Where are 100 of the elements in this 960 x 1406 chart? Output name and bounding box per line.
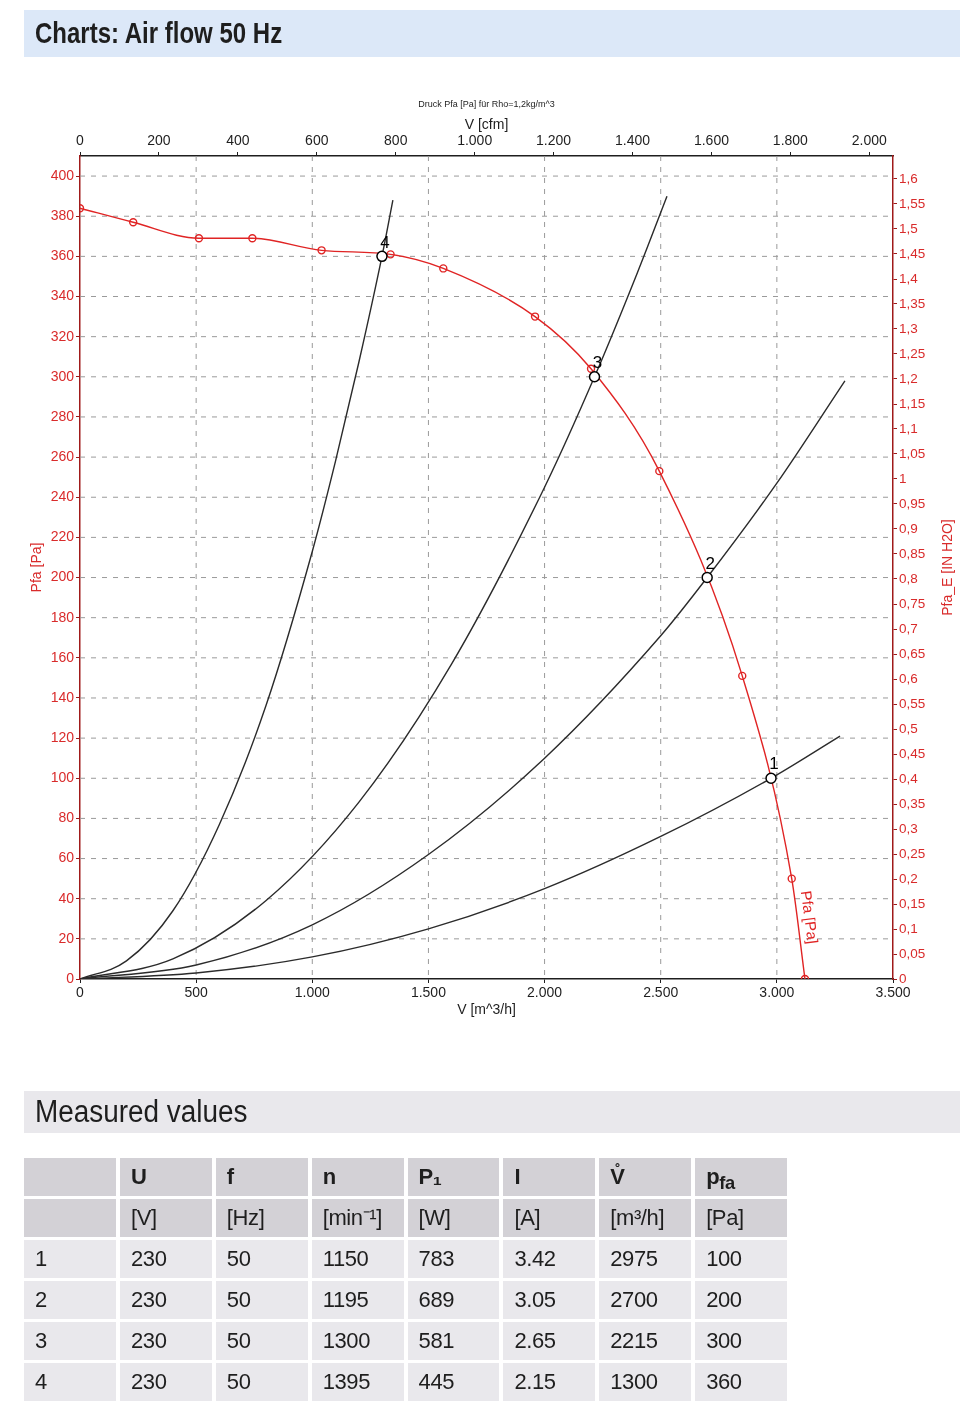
y2-tick-label: 1,5 [899,220,918,236]
text: [W] [418,1205,451,1231]
x2-tick-label: 2.000 [851,132,888,149]
x2-tick-label: 1.200 [536,132,572,149]
x2-tick-label: 800 [384,132,408,149]
y2-tick-label: 0,65 [899,645,926,661]
data-label: 1300 [322,1328,371,1354]
y2-tick-label: 1,1 [899,420,918,436]
y-tick-label: 100 [50,769,75,786]
y-tick-label: 60 [58,849,75,866]
data-label: 50 [226,1246,251,1272]
data-label: 360 [706,1369,742,1395]
chart-subtitle: Druck Pfa [Pa] für Rho=1,2kg/m^3 [418,99,555,110]
x-tick-label: 1.000 [294,984,331,1001]
x2-tick-label: 400 [226,132,250,149]
y-tick-label: 140 [50,688,75,705]
y-tick-label: 160 [50,648,75,665]
text: [V] [131,1205,157,1231]
x-tick-label: P₁ [418,1164,442,1190]
y2-tick-label: 0 [899,970,907,986]
y2-tick-label: 0,2 [899,870,918,886]
y-tick-label: 2 [35,1287,47,1313]
y2-tick-label: 1,4 [899,270,919,286]
y-tick-label: 120 [50,728,75,745]
y2-tick-label: 0,5 [899,720,918,736]
data-label: 1195 [322,1287,369,1313]
y-tick-label: 380 [50,207,75,224]
data-label: 230 [131,1369,167,1395]
x-tick-label: 2.000 [527,984,563,1001]
y2-tick-label: 0,05 [899,945,926,961]
point [194,234,204,243]
x-tick-label: f [226,1164,234,1190]
y2-tick-label: 0,35 [899,795,926,811]
y-tick-label: 0 [66,969,75,986]
data-label: 689 [418,1287,455,1313]
point [701,571,713,584]
text: [min⁻¹] [322,1205,382,1231]
y-tick-label: 180 [50,608,75,625]
x2-tick-label: 1.000 [457,132,493,149]
x2-axis-title: V [cfm] [464,115,509,132]
x2-tick-label: 1.400 [615,132,651,149]
y2-tick-label: 0,25 [899,845,926,861]
point [128,218,138,227]
data-label: 2975 [610,1246,658,1272]
x-tick-label: p$_{fa}$ [706,1164,735,1196]
y2-tick-label: 1,3 [899,320,918,336]
y2-tick-label: 1,25 [899,345,926,361]
y2-tick-label: 0,85 [899,545,926,561]
y2-tick-label: 0,9 [899,520,918,536]
point [248,234,257,243]
point [787,874,796,883]
data-label: 3.42 [514,1246,556,1272]
data-label: 1395 [322,1369,371,1395]
text: [Pa] [706,1205,744,1231]
y-tick-label: 1 [35,1246,47,1272]
point [655,466,664,476]
y-tick-label: 360 [50,247,75,264]
x-tick-label: 3.000 [759,984,795,1001]
y-tick-label: 280 [50,407,75,424]
text: [m³/h] [610,1205,665,1231]
y2-tick-label: 0,3 [899,820,918,836]
y2-axis-title: Pfa_E [IN H2O] [938,519,955,616]
y-tick-label: 80 [58,809,75,826]
y-tick-label: 220 [50,528,75,545]
y-tick-label: 4 [35,1369,47,1395]
y2-tick-label: 1,2 [899,370,918,386]
point [530,312,540,321]
data-label: 230 [131,1246,167,1272]
point [376,250,388,263]
y-tick-label: 3 [35,1328,47,1354]
x-tick-label: 2.500 [643,984,679,1001]
y2-tick-label: 0,7 [899,620,918,636]
y2-tick-label: 0,75 [899,595,926,611]
data-label: 50 [226,1369,251,1395]
x-tick-label: U [131,1164,147,1190]
x-tick-label: V̊ [610,1164,625,1190]
y-tick-label: 20 [58,929,75,946]
data-label: 50 [226,1287,251,1313]
text: [Hz] [226,1205,265,1231]
y2-tick-label: 1 [899,470,907,486]
text: Pfa [Pa] [797,889,822,945]
x-tick-label: I [514,1164,521,1190]
x-tick-label: 3.500 [875,984,911,1001]
data-label: 2700 [610,1287,658,1313]
y2-tick-label: 1,45 [899,245,926,261]
point [317,246,326,255]
data-label: 230 [131,1328,167,1354]
y-tick-label: 400 [50,166,75,183]
data-label: 2215 [610,1328,658,1354]
y2-tick-label: 0,45 [899,745,926,761]
data-label: 2.65 [514,1328,556,1354]
x-axis-title: V [m^3/h] [457,1000,516,1017]
y-tick-label: 260 [50,447,75,464]
y2-tick-label: 1,35 [899,295,926,311]
y-tick-label: 300 [50,367,75,384]
y-tick-label: 320 [50,327,75,344]
chart-title: Measured values [35,1094,248,1130]
x2-tick-label: 200 [147,132,171,149]
y-tick-label: 240 [50,488,75,505]
y2-tick-label: 1,6 [899,170,918,186]
